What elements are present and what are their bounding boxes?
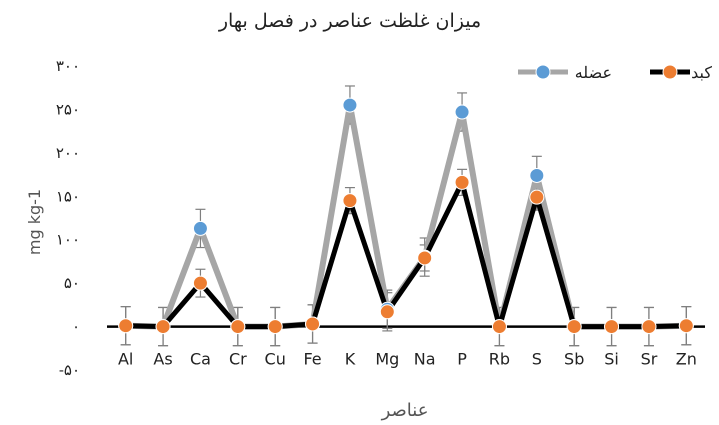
y-tick-label: ۳۰۰ <box>56 57 80 75</box>
data-point <box>342 193 358 209</box>
x-tick-label: K <box>345 350 356 369</box>
legend-label: عضله <box>575 63 612 82</box>
data-point <box>491 319 507 335</box>
x-axis-label: عناصر <box>381 400 429 421</box>
x-tick-label: As <box>153 350 172 369</box>
x-axis: Al As Ca Cr Cu Fe K Mg Na P Rb S Sb Si Sr Zn <box>118 350 697 369</box>
x-tick-label: Sr <box>641 350 658 369</box>
data-point <box>192 220 208 236</box>
data-point <box>267 319 283 335</box>
data-point <box>566 319 582 335</box>
legend: کبد عضله <box>518 63 712 82</box>
data-point <box>230 319 246 335</box>
x-tick-label: Mg <box>375 350 399 369</box>
data-point <box>529 167 545 183</box>
data-point <box>379 304 395 320</box>
x-tick-label: Zn <box>676 350 697 369</box>
data-point <box>641 319 657 335</box>
x-tick-label: Na <box>414 350 436 369</box>
data-point <box>454 174 470 190</box>
data-point <box>604 319 620 335</box>
y-tick-label: -۵۰ <box>59 361 80 379</box>
data-point <box>678 318 694 334</box>
y-tick-label: ۲۵۰ <box>56 100 80 118</box>
data-point <box>305 316 321 332</box>
series-lines <box>122 102 690 330</box>
y-tick-label: ۲۰۰ <box>56 144 80 162</box>
legend-marker <box>662 64 678 80</box>
x-tick-label: Si <box>604 350 619 369</box>
data-point <box>529 189 545 205</box>
y-tick-label: ۵۰ <box>64 274 80 292</box>
legend-label: کبد <box>691 63 712 82</box>
data-point <box>192 275 208 291</box>
y-axis: -۵۰ ۰ ۵۰ ۱۰۰ ۱۵۰ ۲۰۰ ۲۵۰ ۳۰۰ <box>56 57 80 379</box>
x-tick-label: Cu <box>265 350 286 369</box>
series-points <box>118 97 694 335</box>
x-tick-label: Sb <box>564 350 584 369</box>
x-tick-label: P <box>457 350 467 369</box>
legend-marker <box>535 64 551 80</box>
y-tick-label: ۱۰۰ <box>56 231 80 249</box>
error-bars <box>120 85 692 347</box>
y-tick-label: ۰ <box>72 318 80 336</box>
series-line <box>123 179 689 330</box>
x-tick-label: Cr <box>229 350 247 369</box>
x-tick-label: S <box>532 350 542 369</box>
x-tick-label: Al <box>118 350 133 369</box>
data-point <box>118 318 134 334</box>
data-point <box>155 319 171 335</box>
x-tick-label: Rb <box>489 350 510 369</box>
x-tick-label: Fe <box>303 350 321 369</box>
x-tick-label: Ca <box>190 350 211 369</box>
data-point <box>417 250 433 266</box>
chart-title: میزان غلظت عناصر در فصل بهار <box>218 10 481 32</box>
y-tick-label: ۱۵۰ <box>56 187 80 205</box>
data-point <box>342 97 358 113</box>
data-point <box>454 104 470 120</box>
y-axis-label: mg kg-1 <box>25 189 44 255</box>
